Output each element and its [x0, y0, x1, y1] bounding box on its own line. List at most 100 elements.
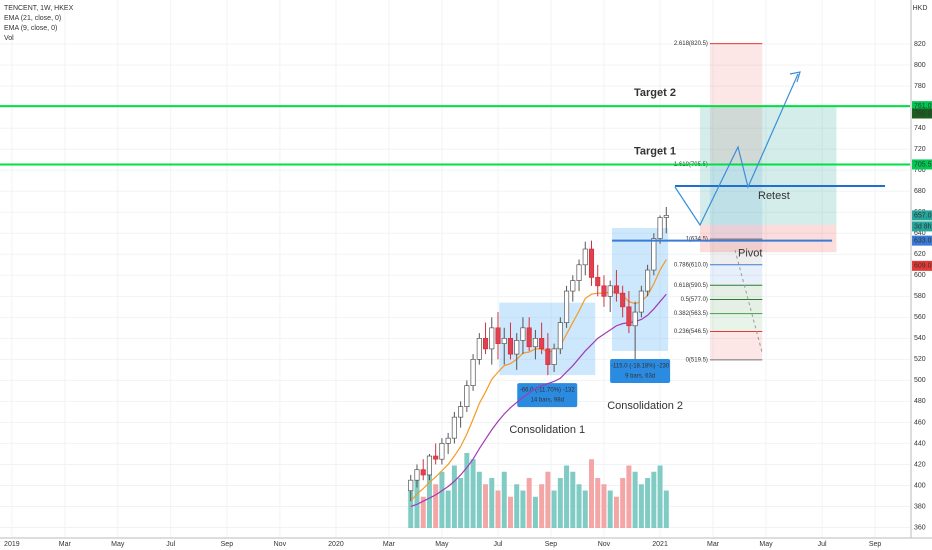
price-label: 633.0	[914, 237, 932, 244]
y-tick-label: 360	[914, 524, 926, 531]
forecast-path	[674, 73, 799, 227]
x-tick-label: 2019	[4, 541, 20, 548]
volume-bar	[514, 484, 520, 528]
x-tick-label: Nov	[598, 541, 611, 548]
candle-body	[582, 248, 588, 266]
candle-body	[458, 406, 464, 418]
volume-bar	[426, 459, 432, 528]
y-tick-label: 820	[914, 41, 926, 48]
volume-bar	[483, 484, 489, 528]
volume-bar	[645, 478, 651, 528]
fib-zone	[709, 43, 763, 165]
indicator: EMA (9, close, 0)	[4, 25, 57, 32]
candle-body	[532, 338, 538, 348]
volume-bar	[576, 484, 582, 528]
volume-bar	[526, 478, 532, 528]
indicator: Vol	[4, 35, 14, 42]
candle-body	[570, 280, 576, 292]
candle-body	[464, 385, 470, 408]
price-label: 760.0	[914, 110, 932, 117]
volume-bar	[539, 484, 545, 528]
x-tick-label: Sep	[869, 541, 882, 548]
candle-body	[545, 348, 551, 365]
volume-bar	[632, 471, 638, 528]
y-tick-label: 740	[914, 125, 926, 132]
volume-bar	[557, 478, 563, 528]
y-tick-label: 440	[914, 440, 926, 447]
x-tick-label: May	[435, 541, 449, 548]
volume-bar	[458, 478, 464, 528]
volume-bar	[532, 496, 538, 528]
volume-bar	[433, 484, 439, 528]
y-tick-label: 720	[914, 146, 926, 153]
volume-bar	[613, 496, 619, 528]
candle-body	[470, 359, 476, 386]
volume-bar	[564, 465, 570, 528]
volume-bar	[638, 484, 644, 528]
x-tick-label: Sep	[545, 541, 558, 548]
loss-zone	[699, 224, 837, 253]
y-tick-label: 420	[914, 461, 926, 468]
x-tick-label: Nov	[274, 541, 287, 548]
candle-body	[645, 269, 651, 292]
candle-body	[588, 248, 595, 278]
candle-body	[420, 469, 426, 476]
volume-bar	[582, 490, 588, 528]
candle-body	[595, 277, 601, 287]
candle-body	[495, 327, 501, 344]
measure-label: 9 bars, 63d	[625, 374, 655, 380]
price-label-box	[912, 108, 932, 119]
x-tick-label: May	[111, 541, 125, 548]
price-label: 609.0	[914, 263, 932, 270]
volume-bar	[589, 459, 594, 528]
price-label-box	[912, 210, 932, 221]
x-tick-label: Sep	[221, 541, 234, 548]
consolidation-label: Consolidation 2	[607, 400, 683, 412]
price-label: 761.0	[914, 103, 932, 110]
candle-body	[663, 215, 669, 218]
candle-body	[426, 455, 432, 476]
x-tick-label: Jul	[166, 541, 175, 548]
volume-bar	[545, 471, 551, 528]
candle-body	[445, 437, 451, 444]
volume-bar	[651, 471, 657, 528]
y-tick-label: 600	[914, 272, 926, 279]
volume-bar	[570, 471, 576, 528]
volume-bar	[445, 490, 451, 528]
candle-body	[408, 479, 414, 492]
volume-bar	[470, 459, 476, 528]
price-label-box	[912, 260, 932, 271]
fib-zone	[709, 285, 763, 300]
candle-body	[451, 416, 457, 439]
currency: HKD	[913, 5, 928, 12]
volume-bar	[476, 471, 482, 528]
y-tick-label: 540	[914, 335, 926, 342]
candle-body	[613, 285, 619, 294]
y-tick-label: 500	[914, 377, 926, 384]
candle-body	[520, 327, 526, 341]
candle-body	[507, 338, 514, 355]
pivot-label: Pivot	[738, 248, 762, 260]
volume-bar	[439, 471, 445, 528]
y-tick-label: 460	[914, 419, 926, 426]
candle-body	[551, 348, 557, 365]
candle-body	[638, 290, 644, 313]
volume-bar	[507, 496, 513, 528]
target-label: Target 2	[634, 87, 676, 99]
price-label: 657.0	[914, 212, 932, 219]
retest-label: Retest	[758, 190, 790, 202]
volume-bar	[414, 478, 420, 528]
y-tick-label: 780	[914, 83, 926, 90]
candle-body	[476, 338, 482, 360]
volume-bar	[663, 490, 669, 528]
fib-label: 0.5(577.0)	[681, 297, 708, 303]
price-label-box	[912, 101, 932, 112]
ema-line	[410, 293, 667, 508]
fib-zone	[709, 164, 763, 240]
volume-bar	[607, 490, 613, 528]
candle-body	[564, 290, 570, 323]
fib-label: 0.236(546.5)	[674, 329, 708, 335]
fib-zone	[709, 264, 763, 286]
candle-body	[620, 292, 626, 308]
